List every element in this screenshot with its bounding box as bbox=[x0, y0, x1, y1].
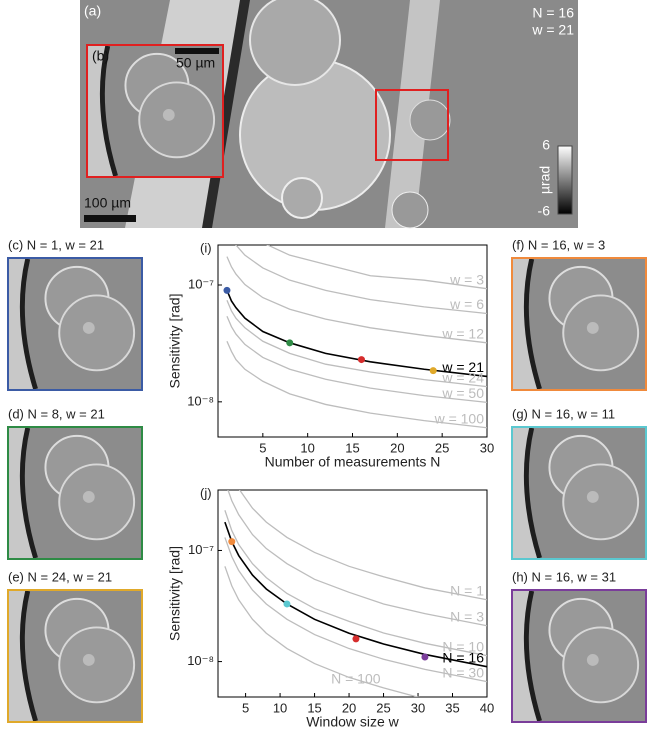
y-axis-label: Sensitivity [rad] bbox=[167, 546, 183, 641]
colorbar-max: 6 bbox=[542, 137, 550, 153]
x-tick-label: 40 bbox=[480, 700, 494, 715]
scale-label: 100 µm bbox=[84, 195, 131, 211]
series-label: w = 6 bbox=[449, 296, 484, 312]
y-tick-label: 10⁻⁷ bbox=[188, 276, 214, 291]
series-label: N = 100 bbox=[331, 671, 381, 687]
x-tick-label: 10 bbox=[273, 700, 287, 715]
series-label: N = 16 bbox=[442, 649, 484, 665]
panel-label: (e) N = 24, w = 21 bbox=[8, 569, 112, 584]
series-label: w = 12 bbox=[441, 326, 484, 342]
colorbar-min: -6 bbox=[538, 203, 551, 219]
thumbnail-image bbox=[512, 591, 646, 721]
thumbnail-image bbox=[8, 428, 142, 558]
y-tick-label: 10⁻⁸ bbox=[187, 393, 214, 408]
x-tick-label: 5 bbox=[242, 700, 249, 715]
thumbnail-image bbox=[8, 591, 142, 721]
marker bbox=[223, 287, 230, 294]
marker bbox=[286, 339, 293, 346]
figure: (a) N = 16 w = 21 100 µm (b) 50 µm 6 -6 … bbox=[0, 0, 647, 742]
panel-label: (c) N = 1, w = 21 bbox=[8, 237, 104, 252]
series-label: w = 50 bbox=[441, 385, 484, 401]
panel-label: (a) bbox=[84, 3, 101, 19]
colorbar-unit: µrad bbox=[537, 166, 553, 194]
series-label: w = 3 bbox=[449, 271, 484, 287]
marker bbox=[421, 653, 428, 660]
marker bbox=[283, 600, 290, 607]
series-label: w = 100 bbox=[434, 410, 485, 426]
panel-label: (j) bbox=[200, 485, 212, 500]
x-tick-label: 35 bbox=[445, 700, 459, 715]
y-tick-label: 10⁻⁸ bbox=[187, 653, 214, 668]
series-label: N = 3 bbox=[450, 608, 484, 624]
series-label: N = 30 bbox=[442, 664, 484, 680]
panel-label: (f) N = 16, w = 3 bbox=[512, 237, 605, 252]
panel-label: (h) N = 16, w = 31 bbox=[512, 569, 616, 584]
thumbnail-image bbox=[512, 428, 646, 558]
x-tick-label: 30 bbox=[411, 700, 425, 715]
y-axis-label: Sensitivity [rad] bbox=[167, 294, 183, 389]
panel-label: (b) bbox=[92, 48, 109, 64]
x-tick-label: 30 bbox=[480, 440, 494, 455]
panel-label: (d) N = 8, w = 21 bbox=[8, 406, 105, 421]
x-axis-label: Number of measurements N bbox=[265, 454, 441, 470]
image-a: (a) N = 16 w = 21 100 µm (b) 50 µm 6 -6 … bbox=[80, 0, 578, 228]
annotation: w = 21 bbox=[531, 22, 574, 38]
annotation: N = 16 bbox=[532, 5, 574, 21]
marker bbox=[358, 356, 365, 363]
marker bbox=[430, 367, 437, 374]
series-label: w = 21 bbox=[441, 359, 484, 375]
panel-label: (i) bbox=[200, 240, 212, 255]
x-axis-label: Window size w bbox=[306, 714, 399, 730]
marker bbox=[352, 635, 359, 642]
marker bbox=[228, 538, 235, 545]
thumbnail-image bbox=[8, 259, 142, 389]
y-tick-label: 10⁻⁷ bbox=[188, 542, 214, 557]
scale-label: 50 µm bbox=[176, 55, 215, 71]
series-label: N = 1 bbox=[450, 582, 484, 598]
thumbnail-image bbox=[512, 259, 646, 389]
panel-label: (g) N = 16, w = 11 bbox=[512, 406, 615, 421]
